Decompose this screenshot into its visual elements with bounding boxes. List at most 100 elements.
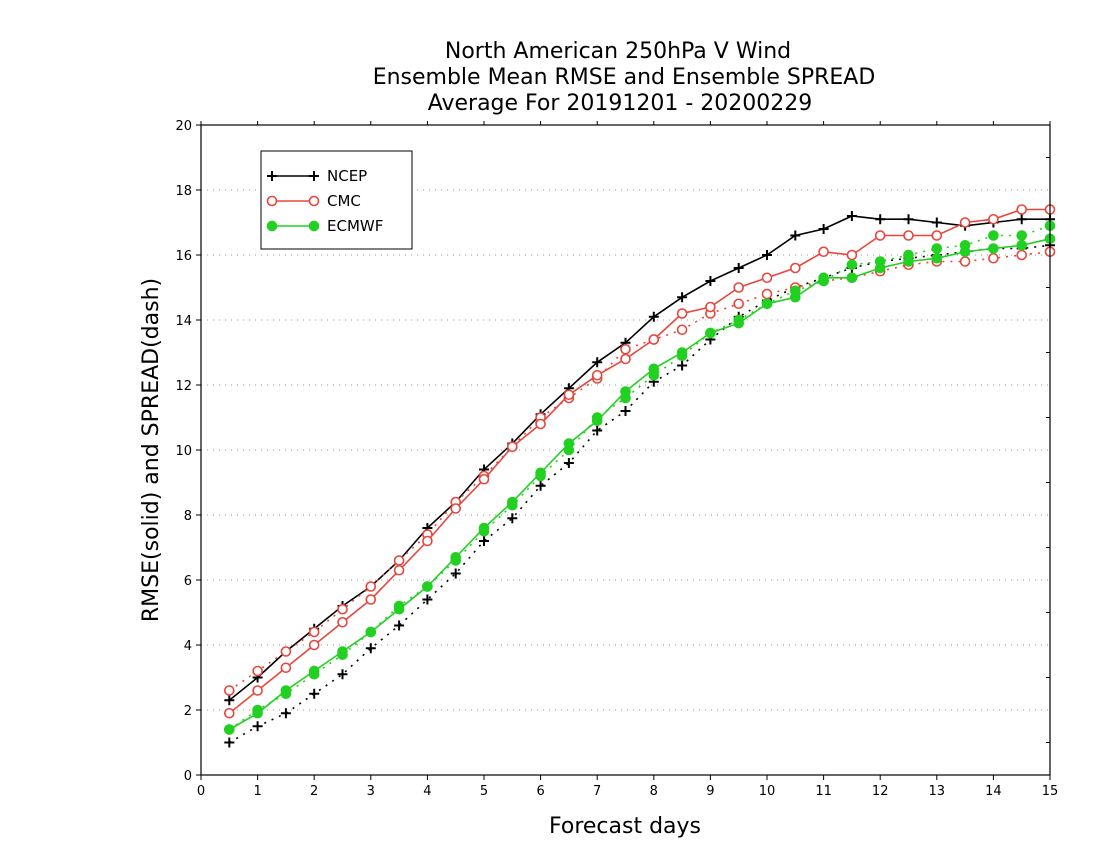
- legend-marker: [267, 171, 277, 181]
- legend-marker: [309, 171, 319, 181]
- ncep-spread-point: [224, 737, 235, 748]
- ecmwf-rmse-point: [507, 496, 518, 508]
- ncep-rmse-point: [592, 357, 603, 368]
- ncep-rmse-point: [903, 214, 914, 225]
- legend-marker: [308, 195, 320, 207]
- ncep-spread-point: [394, 620, 405, 631]
- chart-title-line-3: Average For 20191201 - 20200229: [428, 91, 813, 116]
- data-series: [224, 204, 1056, 748]
- cmc-spread-point: [393, 555, 405, 566]
- y-tick-label: 6: [184, 574, 192, 589]
- ecmwf-rmse-point: [1016, 239, 1028, 251]
- ncep-rmse-point: [677, 292, 688, 303]
- x-tick-label: 4: [423, 784, 431, 799]
- ecmwf-rmse-point: [365, 626, 377, 638]
- ncep-spread-point: [620, 406, 631, 416]
- cmc-rmse-point: [846, 249, 858, 261]
- ecmwf-rmse-point: [818, 272, 829, 284]
- legend-label-cmc: CMC: [327, 192, 361, 210]
- cmc-rmse-point: [761, 272, 773, 284]
- cmc-spread-point: [959, 256, 971, 267]
- ncep-spread-point: [563, 458, 574, 468]
- y-axis-label: RMSE(solid) and SPREAD(dash): [139, 278, 164, 622]
- ncep-spread-point: [252, 721, 263, 732]
- ncep-spread-point: [365, 643, 376, 654]
- legend-label-ecmwf: ECMWF: [327, 217, 383, 235]
- cmc-rmse-point: [705, 301, 716, 313]
- ecmwf-rmse-point: [846, 272, 858, 284]
- ecmwf-rmse-point: [790, 291, 801, 303]
- cmc-rmse-line: [228, 208, 1050, 714]
- cmc-rmse-point: [818, 246, 829, 258]
- ecmwf-rmse-point: [620, 386, 631, 397]
- y-tick-label: 8: [184, 509, 192, 524]
- ecmwf-spread-point: [1016, 230, 1028, 241]
- ncep-rmse-point: [705, 276, 716, 286]
- cmc-rmse-point: [280, 662, 292, 674]
- cmc-rmse-point: [308, 639, 320, 651]
- ecmwf-spread-point: [988, 230, 999, 241]
- cmc-spread-point: [676, 324, 688, 336]
- ecmwf-rmse-point: [874, 262, 886, 274]
- ncep-rmse-point: [762, 250, 772, 260]
- cmc-rmse-point: [422, 535, 433, 547]
- ecmwf-rmse-point: [761, 298, 773, 310]
- ecmwf-series: [224, 220, 1056, 735]
- ecmwf-rmse-point: [676, 347, 688, 358]
- x-tick-label: 8: [650, 784, 658, 799]
- ecmwf-rmse-point: [591, 415, 603, 427]
- legend-marker: [266, 195, 278, 207]
- legend-item-ncep: NCEP: [267, 167, 367, 185]
- y-tick-label: 16: [175, 249, 192, 264]
- cmc-rmse-point: [903, 230, 914, 241]
- ecmwf-rmse-point: [535, 467, 546, 479]
- cmc-spread-point: [365, 581, 377, 592]
- ncep-rmse-point: [790, 230, 801, 241]
- ncep-spread-point: [479, 536, 489, 546]
- cmc-spread-point: [337, 603, 348, 615]
- x-tick-label: 2: [310, 784, 318, 799]
- x-tick-label: 3: [367, 784, 375, 799]
- cmc-spread-point: [224, 685, 235, 696]
- ncep-rmse-line: [228, 215, 1050, 701]
- x-axis: 0 1 2 3 4 5 6 7 8 9 10 11 12 13 14 15: [197, 121, 1058, 799]
- ncep-rmse-point: [1016, 214, 1027, 225]
- cmc-spread-point: [252, 665, 263, 677]
- x-axis-label: Forecast days: [549, 814, 701, 839]
- ncep-spread-point: [337, 669, 348, 680]
- y-tick-label: 12: [175, 379, 192, 394]
- legend-marker: [308, 220, 320, 232]
- ecmwf-rmse-point: [308, 665, 320, 677]
- cmc-rmse-point: [506, 441, 518, 453]
- cmc-rmse-point: [931, 230, 943, 241]
- ncep-series: [224, 211, 1055, 748]
- x-tick-label: 15: [1042, 784, 1059, 799]
- x-tick-label: 9: [706, 784, 714, 799]
- ecmwf-rmse-point: [393, 603, 405, 615]
- ncep-spread-point: [677, 360, 688, 371]
- x-tick-label: 12: [872, 784, 889, 799]
- ncep-rmse-point: [648, 311, 659, 322]
- x-tick-label: 11: [815, 784, 832, 799]
- cmc-rmse-point: [535, 418, 546, 430]
- legend-item-cmc: CMC: [266, 192, 361, 210]
- ecmwf-rmse-point: [478, 522, 490, 534]
- grid-lines: [201, 189, 1050, 711]
- cmc-rmse-point: [591, 369, 603, 381]
- ncep-spread-point: [280, 708, 291, 719]
- ecmwf-rmse-point: [903, 256, 914, 267]
- ecmwf-rmse-point: [422, 581, 433, 592]
- ecmwf-rmse-point: [450, 551, 462, 563]
- y-tick-label: 14: [175, 314, 192, 329]
- x-tick-label: 5: [480, 784, 488, 799]
- ncep-rmse-point: [224, 695, 235, 706]
- ecmwf-rmse-point: [563, 438, 575, 449]
- cmc-spread-point: [761, 288, 773, 300]
- ecmwf-rmse-point: [648, 363, 660, 375]
- y-tick-label: 20: [175, 119, 192, 134]
- y-tick-label: 4: [184, 639, 192, 654]
- ncep-rmse-point: [931, 217, 942, 228]
- cmc-spread-point: [733, 298, 745, 310]
- legend-box: [260, 150, 413, 250]
